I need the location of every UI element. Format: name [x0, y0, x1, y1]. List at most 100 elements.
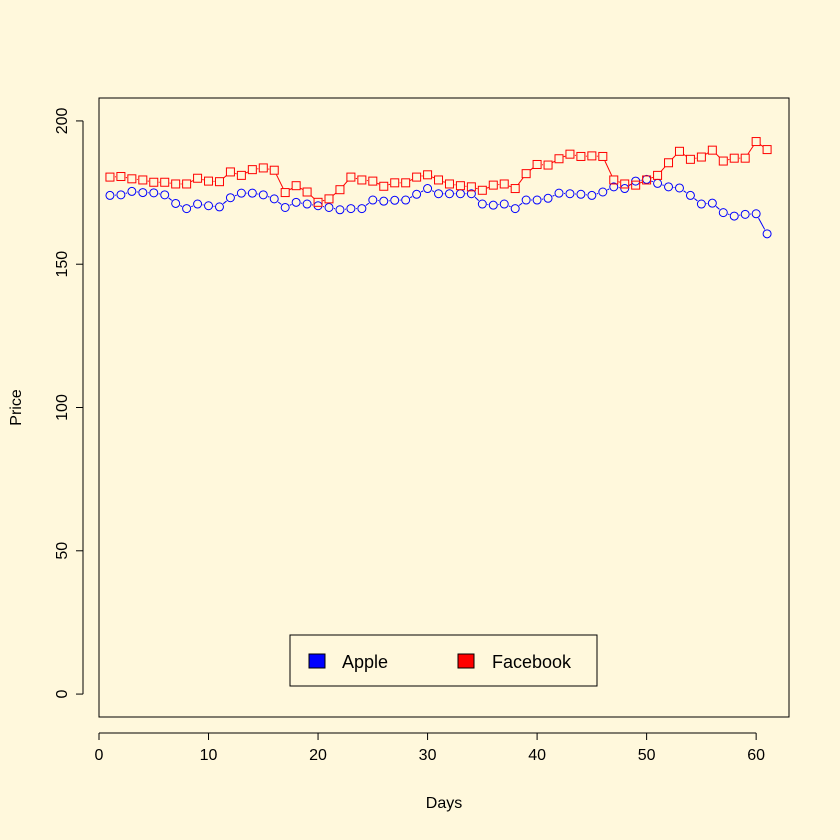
series-segment	[639, 181, 643, 184]
series-facebook	[105, 137, 772, 207]
data-point	[346, 172, 356, 182]
data-point	[193, 173, 203, 183]
data-point	[762, 229, 772, 239]
data-point	[543, 193, 553, 203]
series-segment	[747, 145, 754, 155]
x-tick-label: 40	[528, 747, 546, 764]
data-point	[335, 185, 345, 195]
data-point	[674, 146, 684, 156]
data-point	[423, 170, 433, 180]
data-point	[455, 181, 465, 191]
data-point	[707, 145, 717, 155]
data-point	[434, 175, 444, 185]
series-segment	[342, 180, 349, 187]
data-point	[740, 209, 750, 219]
series-segment	[607, 188, 610, 191]
data-point	[532, 195, 542, 205]
data-point	[674, 183, 684, 193]
data-point	[477, 199, 487, 209]
data-point	[751, 209, 761, 219]
data-point	[444, 189, 454, 199]
series-segment	[190, 180, 194, 183]
data-point	[718, 208, 728, 218]
y-axis-title: Price	[8, 389, 25, 426]
data-point	[193, 199, 203, 209]
data-point	[390, 178, 400, 188]
series-segment	[245, 171, 249, 174]
data-point	[182, 179, 192, 189]
series-segment	[277, 201, 282, 205]
series-segment	[759, 144, 764, 148]
data-point	[160, 190, 170, 200]
data-point	[455, 189, 465, 199]
series-segment	[168, 197, 173, 201]
data-point	[664, 158, 674, 168]
data-point	[324, 194, 334, 204]
data-point	[291, 181, 301, 191]
y-tick-label: 0	[54, 690, 71, 699]
data-point	[620, 179, 630, 189]
data-point	[740, 153, 750, 163]
series-segment	[474, 196, 480, 201]
series-segment	[552, 160, 555, 163]
legend-box	[289, 634, 598, 687]
data-point	[368, 176, 378, 186]
data-point	[269, 165, 279, 175]
data-point	[620, 184, 630, 194]
data-point	[609, 182, 619, 192]
data-point	[434, 189, 444, 199]
data-point	[521, 169, 531, 179]
data-point	[214, 177, 224, 187]
data-point	[718, 156, 728, 166]
data-point	[138, 188, 148, 198]
data-point	[280, 202, 290, 212]
series-segment	[300, 187, 304, 190]
series-segment	[518, 202, 523, 206]
data-point	[335, 205, 345, 215]
data-point	[368, 195, 378, 205]
data-point	[160, 177, 170, 187]
legend-swatch	[308, 653, 326, 669]
data-point	[751, 137, 761, 147]
data-point	[707, 198, 717, 208]
data-point	[466, 182, 476, 192]
data-point	[247, 188, 257, 198]
data-point	[729, 153, 739, 163]
data-point	[554, 154, 564, 164]
data-point	[149, 188, 159, 198]
data-point	[247, 165, 257, 175]
data-point	[609, 175, 619, 185]
data-point	[642, 175, 652, 185]
data-point	[116, 190, 126, 200]
series-segment	[431, 176, 435, 179]
series-segment	[683, 190, 687, 194]
data-point	[236, 188, 246, 198]
data-point	[412, 172, 422, 182]
data-point	[554, 188, 564, 198]
data-point	[653, 170, 663, 180]
series-segment	[267, 196, 270, 198]
data-point	[642, 174, 652, 184]
data-point	[269, 194, 279, 204]
data-point	[127, 186, 137, 196]
data-point	[587, 151, 597, 161]
series-segment	[517, 177, 524, 185]
data-point	[510, 184, 520, 194]
series-segment	[552, 194, 555, 197]
data-point	[729, 211, 739, 221]
series-segment	[604, 160, 613, 176]
data-point	[225, 167, 235, 177]
data-point	[127, 174, 137, 184]
data-point	[521, 195, 531, 205]
data-point	[357, 175, 367, 185]
x-tick-label: 0	[95, 747, 104, 764]
plot-frame	[98, 97, 790, 718]
y-tick-label: 150	[54, 251, 71, 278]
data-point	[477, 185, 487, 195]
data-point	[499, 179, 509, 189]
data-point	[576, 151, 586, 161]
data-point	[258, 163, 268, 173]
data-point	[182, 204, 192, 214]
data-point	[587, 190, 597, 200]
